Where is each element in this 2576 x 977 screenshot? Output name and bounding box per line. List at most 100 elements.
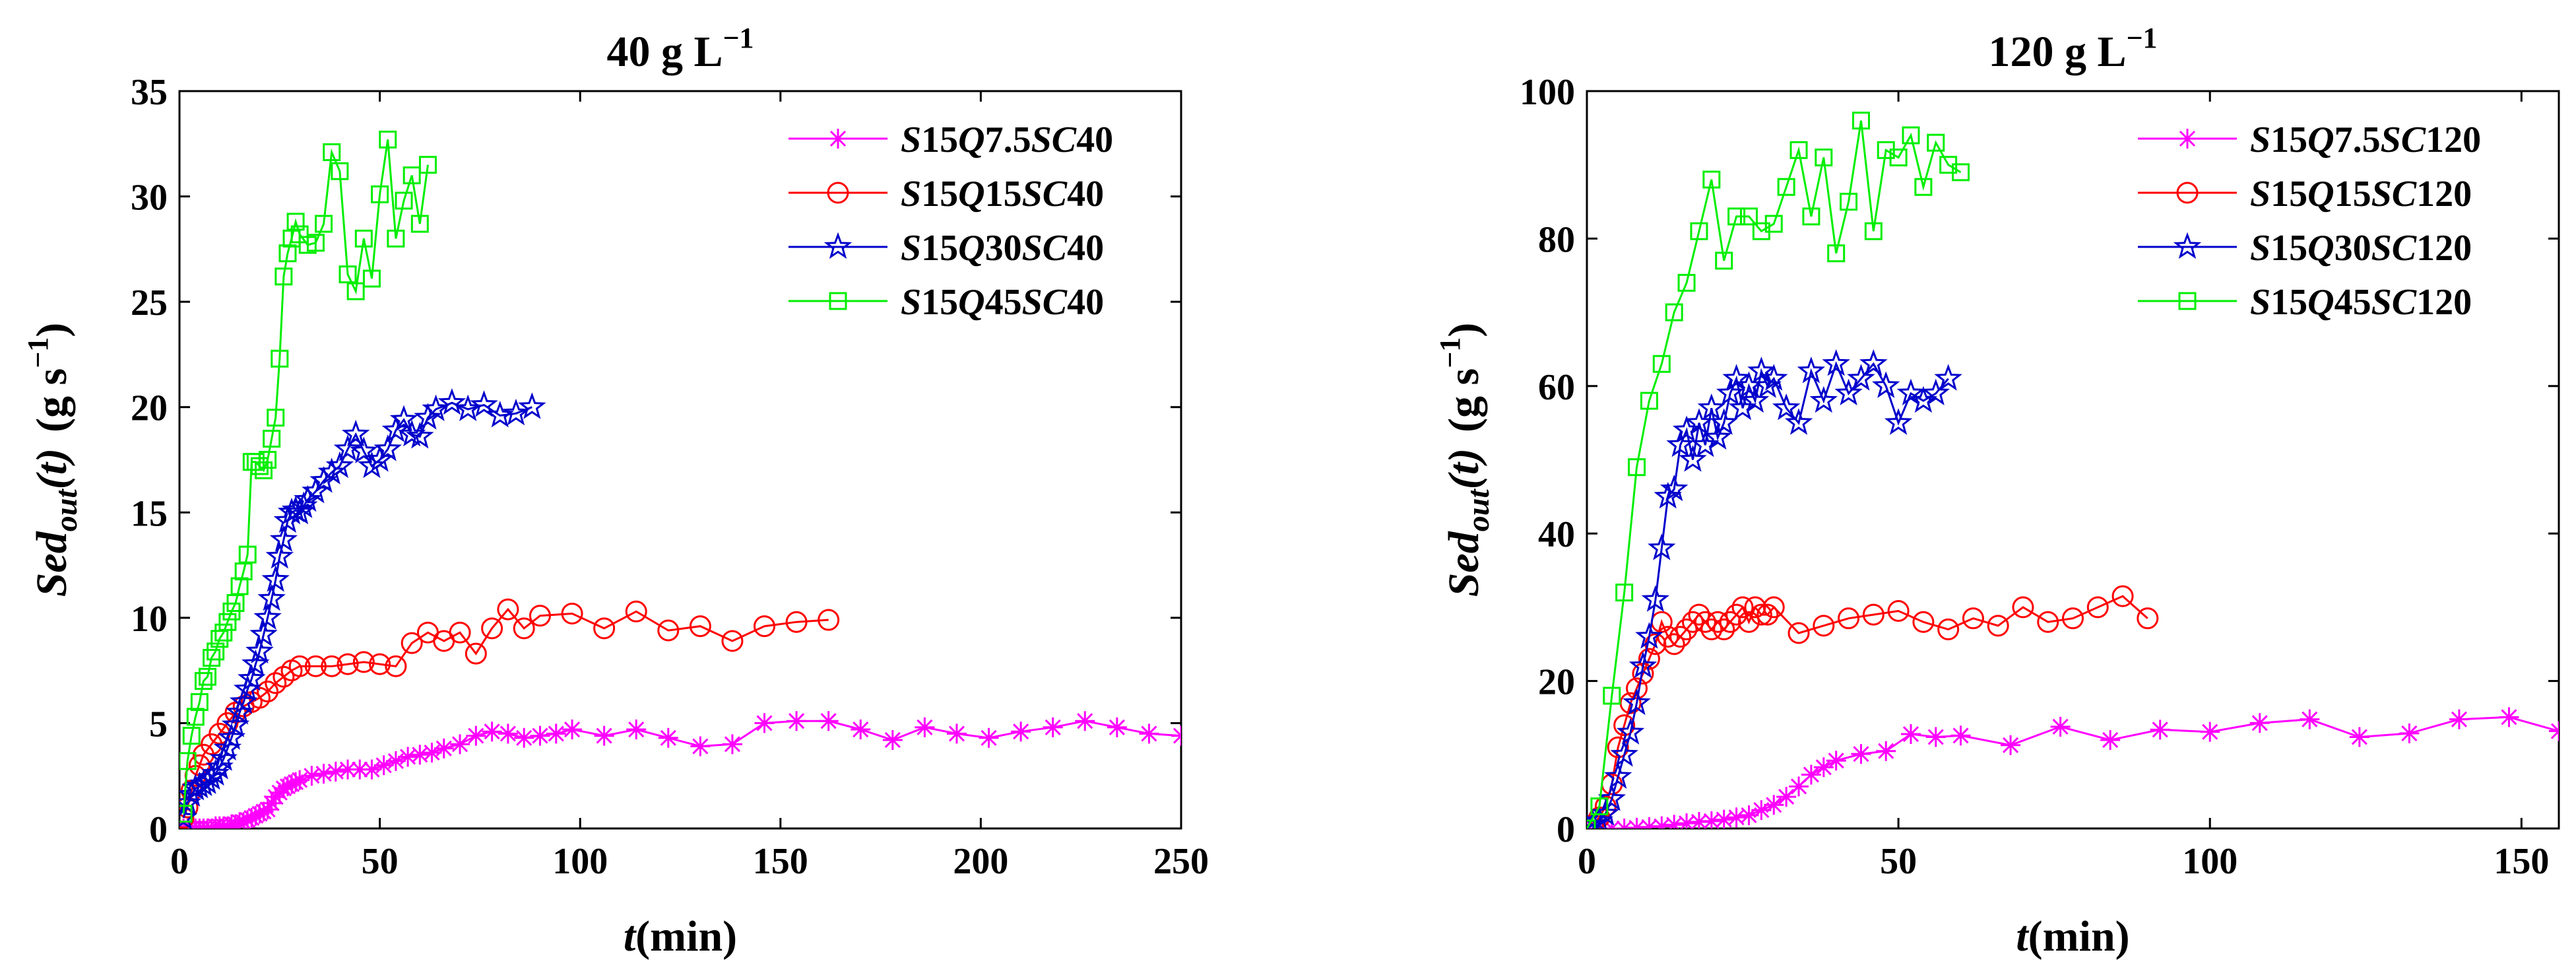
series-S15Q30SC40: [179, 387, 546, 828]
data-point: [2349, 727, 2369, 747]
data-point: [2111, 585, 2134, 607]
data-point: [1937, 618, 1960, 640]
data-point: [2100, 729, 2121, 750]
series-line: [1587, 595, 2148, 828]
data-point: [1640, 391, 1658, 410]
data-point: [625, 600, 647, 623]
data-point: [2001, 735, 2021, 755]
data-point: [2012, 596, 2034, 619]
data-point: [1713, 618, 1735, 640]
y-tick-label: 5: [149, 704, 168, 745]
data-point: [1827, 244, 1846, 263]
data-point: [1648, 533, 1676, 560]
data-point: [306, 234, 325, 252]
data-point: [190, 693, 209, 712]
data-point: [331, 162, 349, 180]
data-point: [304, 655, 327, 677]
legend-marker: [2178, 292, 2197, 310]
data-point: [1797, 356, 1826, 384]
data-point: [1876, 741, 1896, 761]
data-point: [1641, 585, 1670, 612]
legend-label: S15Q7.5SC40: [901, 119, 1113, 160]
data-point: [1011, 722, 1031, 742]
x-axis-label: t(min): [2016, 912, 2129, 960]
data-point: [269, 525, 298, 552]
data-point: [249, 620, 278, 647]
data-point: [1789, 776, 1809, 797]
data-point: [422, 394, 450, 422]
data-point: [199, 667, 217, 686]
data-point: [529, 605, 551, 627]
data-point: [179, 752, 197, 770]
series-S15Q45SC120: [1587, 112, 1970, 828]
data-point: [1587, 806, 1614, 828]
data-point: [1639, 817, 1659, 828]
data-point: [402, 166, 421, 185]
data-point: [1677, 273, 1696, 292]
data-point: [238, 810, 258, 828]
data-point: [1665, 303, 1683, 321]
data-point: [1107, 717, 1127, 737]
data-point: [1716, 378, 1745, 405]
data-point: [194, 672, 212, 691]
data-point: [1862, 603, 1884, 626]
data-point: [1912, 611, 1935, 633]
y-tick-label: 20: [1538, 662, 1575, 703]
data-point: [465, 642, 487, 665]
y-tick-label: 60: [1538, 367, 1575, 408]
data-point: [313, 764, 334, 784]
data-point: [1840, 193, 1858, 211]
data-point: [1691, 430, 1720, 457]
data-point: [267, 409, 285, 427]
x-tick-label: 150: [2494, 841, 2549, 882]
series-S15Q30SC120: [1587, 349, 1962, 828]
data-point: [218, 613, 237, 631]
data-point: [265, 541, 294, 569]
data-point: [1666, 430, 1694, 457]
data-point: [1719, 611, 1741, 633]
legend-label: S15Q45SC40: [901, 282, 1104, 323]
data-point: [1616, 718, 1645, 745]
data-point: [271, 349, 289, 368]
data-point: [1822, 349, 1850, 376]
data-point: [518, 392, 546, 419]
series-S15Q15SC40: [179, 598, 840, 828]
data-point: [1815, 149, 1833, 167]
data-point: [1744, 596, 1766, 619]
legend-item: S15Q30SC120: [2138, 228, 2472, 269]
data-point: [1738, 611, 1760, 633]
y-tick-label: 25: [131, 283, 168, 323]
data-point: [362, 759, 382, 780]
data-point: [1628, 651, 1658, 679]
data-point: [1787, 622, 1810, 644]
data-point: [470, 390, 498, 417]
data-point: [1635, 622, 1663, 649]
data-point: [373, 755, 394, 776]
data-point: [1740, 207, 1758, 226]
data-point: [2137, 607, 2159, 630]
data-point: [1690, 222, 1708, 240]
data-point: [225, 698, 254, 725]
data-point: [1664, 815, 1685, 828]
data-point: [1847, 364, 1875, 391]
data-point: [1657, 626, 1679, 648]
data-point: [255, 461, 273, 479]
y-tick-label: 80: [1538, 219, 1575, 260]
data-point: [1813, 615, 1835, 637]
series-line: [182, 607, 829, 819]
data-point: [410, 215, 429, 233]
data-point: [2499, 707, 2519, 727]
data-point: [1987, 615, 2009, 637]
x-tick-label: 0: [170, 841, 189, 882]
data-point: [341, 419, 370, 447]
data-point: [1756, 603, 1779, 626]
y-axis-label: Sedout(t)(g s−1): [1434, 323, 1496, 597]
legend-label: S15Q15SC40: [901, 174, 1104, 215]
data-point: [182, 727, 201, 745]
data-point: [1764, 795, 1784, 815]
data-point: [354, 229, 373, 248]
data-point: [2449, 709, 2469, 729]
data-point: [1902, 126, 1920, 145]
data-point: [1679, 445, 1707, 472]
data-point: [1603, 687, 1621, 705]
